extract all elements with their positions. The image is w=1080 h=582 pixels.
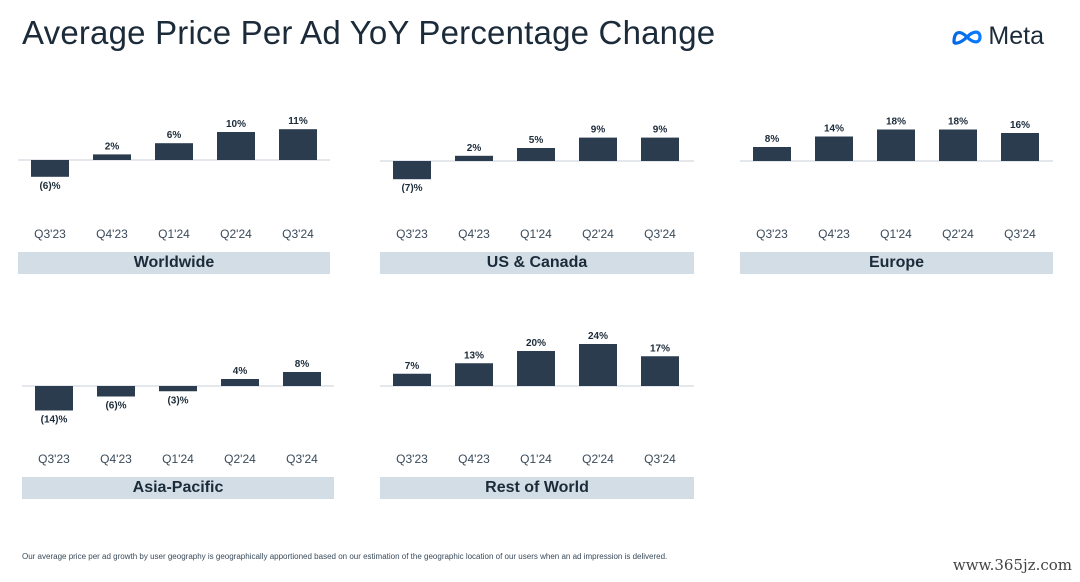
data-label: 13% [464, 350, 484, 361]
meta-logo: Meta [950, 22, 1044, 51]
bar [939, 129, 977, 161]
chart-title-band: Worldwide [18, 252, 330, 274]
data-label: 7% [405, 361, 420, 372]
category-label: Q3'23 [34, 227, 66, 241]
category-label: Q3'24 [1004, 227, 1036, 241]
data-label: 4% [233, 366, 248, 377]
category-label: Q3'23 [38, 452, 70, 466]
data-label: 24% [588, 331, 608, 342]
data-label: 11% [288, 116, 308, 127]
bar [217, 132, 255, 160]
meta-logo-text: Meta [988, 22, 1044, 50]
bar [93, 154, 131, 160]
category-label: Q4'23 [100, 452, 132, 466]
category-label: Q2'24 [582, 227, 614, 241]
bar [815, 136, 853, 161]
data-label: (14)% [41, 415, 68, 426]
chart-worldwide: (6)% Q3'23 2% Q4'23 6% Q1'24 10% Q2'24 11% Q3'24 [18, 116, 330, 241]
category-label: Q1'24 [162, 452, 194, 466]
data-label: 2% [467, 143, 482, 154]
data-label: 5% [529, 135, 544, 146]
category-label: Q3'24 [282, 227, 314, 241]
chart-europe: 8% Q3'23 14% Q4'23 18% Q1'24 18% Q2'24 16% Q3'24 [740, 117, 1053, 241]
bar [393, 161, 431, 180]
bar [517, 351, 555, 386]
data-label: 10% [226, 119, 246, 130]
category-label: Q4'23 [458, 227, 490, 241]
category-label: Q3'23 [756, 227, 788, 241]
category-label: Q4'23 [96, 227, 128, 241]
chart-panel-europe: 8% Q3'23 14% Q4'23 18% Q1'24 18% Q2'24 16% Q3'24 … [740, 110, 1053, 274]
data-label: 17% [650, 343, 670, 354]
bar [455, 363, 493, 386]
data-label: 18% [948, 117, 968, 128]
chart-us-canada: (7)% Q3'23 2% Q4'23 5% Q1'24 9% Q2'24 9% Q3'24 [380, 125, 694, 241]
data-label: (6)% [105, 401, 126, 412]
category-label: Q1'24 [880, 227, 912, 241]
bar [283, 372, 321, 386]
category-label: Q2'24 [942, 227, 974, 241]
data-label: 8% [295, 359, 310, 370]
chart-asia-pacific: (14)% Q3'23 (6)% Q4'23 (3)% Q1'24 4% Q2'24 8% Q3'… [22, 359, 334, 466]
bar [517, 148, 555, 161]
bar [31, 160, 69, 177]
bar [35, 386, 73, 411]
data-label: (7)% [401, 183, 422, 194]
category-label: Q2'24 [224, 452, 256, 466]
chart-title-band: Europe [740, 252, 1053, 274]
bar [753, 147, 791, 161]
category-label: Q3'24 [644, 227, 676, 241]
meta-infinity-icon [952, 30, 983, 45]
data-label: 6% [167, 130, 182, 141]
data-label: (6)% [39, 181, 60, 192]
category-label: Q3'24 [286, 452, 318, 466]
chart-panel-us-canada: (7)% Q3'23 2% Q4'23 5% Q1'24 9% Q2'24 9% Q3'24 US… [380, 110, 694, 274]
category-label: Q2'24 [582, 452, 614, 466]
category-label: Q1'24 [158, 227, 190, 241]
chart-panel-worldwide: (6)% Q3'23 2% Q4'23 6% Q1'24 10% Q2'24 11% Q3'24 … [18, 110, 330, 274]
category-label: Q4'23 [818, 227, 850, 241]
bar [579, 137, 617, 161]
category-label: Q3'24 [644, 452, 676, 466]
category-label: Q3'23 [396, 227, 428, 241]
bar [641, 356, 679, 386]
bar [877, 129, 915, 161]
data-label: 20% [526, 338, 546, 349]
bar [155, 143, 193, 160]
chart-panel-rest-of-world: 7% Q3'23 13% Q4'23 20% Q1'24 24% Q2'24 17% Q3'24 … [380, 331, 694, 499]
chart-title-band: Rest of World [380, 477, 694, 499]
bar [641, 137, 679, 161]
data-label: 2% [105, 141, 120, 152]
bar [279, 129, 317, 160]
category-label: Q1'24 [520, 452, 552, 466]
category-label: Q4'23 [458, 452, 490, 466]
watermark: www.365jz.com [952, 556, 1072, 574]
bar [159, 386, 197, 392]
bar [455, 155, 493, 161]
data-label: 9% [653, 125, 668, 136]
bar [579, 344, 617, 386]
chart-title-band: US & Canada [380, 252, 694, 274]
data-label: 18% [886, 117, 906, 128]
data-label: 14% [824, 124, 844, 135]
page-title: Average Price Per Ad YoY Percentage Chan… [22, 14, 716, 51]
chart-title-band: Asia-Pacific [22, 477, 334, 499]
category-label: Q3'23 [396, 452, 428, 466]
data-label: (3)% [167, 395, 188, 406]
data-label: 8% [765, 134, 780, 145]
category-label: Q1'24 [520, 227, 552, 241]
data-label: 9% [591, 125, 606, 136]
bar [221, 379, 259, 386]
bar [97, 386, 135, 397]
footnote: Our average price per ad growth by user … [22, 552, 668, 561]
chart-rest-of-world: 7% Q3'23 13% Q4'23 20% Q1'24 24% Q2'24 17% Q3'24 [380, 331, 694, 466]
bar [393, 373, 431, 386]
chart-panel-asia-pacific: (14)% Q3'23 (6)% Q4'23 (3)% Q1'24 4% Q2'24 8% Q3'… [22, 335, 334, 499]
data-label: 16% [1010, 120, 1030, 131]
bar [1001, 133, 1039, 161]
category-label: Q2'24 [220, 227, 252, 241]
